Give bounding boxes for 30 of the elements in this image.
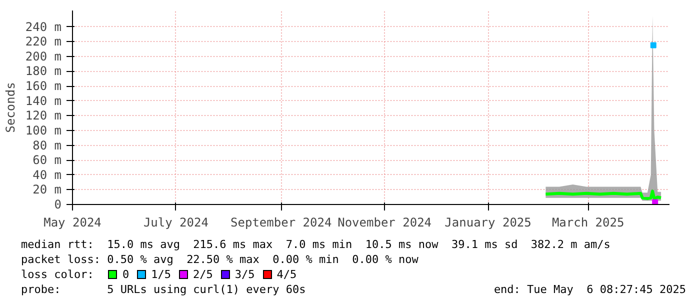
text: probe: 5 URLs using curl(1) every 60s bbox=[21, 282, 306, 297]
y-tick-label: 20 m bbox=[32, 182, 62, 197]
legend-label: 2/5 bbox=[192, 268, 213, 281]
y-tick-label: 220 m bbox=[25, 34, 62, 49]
y-tick-label: 140 m bbox=[25, 94, 62, 108]
y-tick-label: 0 bbox=[54, 198, 62, 212]
y-tick-label: 80 m bbox=[32, 138, 62, 152]
y-tick-label: 60 m bbox=[32, 153, 62, 168]
text: end: Tue May 6 08:27:45 2025 bbox=[494, 282, 686, 297]
x-tick-label: September 2024 bbox=[230, 216, 332, 230]
x-tick-label: May 2024 bbox=[44, 216, 102, 230]
y-tick-label: 240 m bbox=[25, 20, 62, 34]
y-tick-label: 160 m bbox=[25, 79, 62, 94]
y-tick-label: 120 m bbox=[25, 108, 62, 123]
y-tick-label: 100 m bbox=[25, 123, 62, 138]
legend-label: 4/5 bbox=[276, 268, 297, 281]
legend-label: 1/5 bbox=[151, 268, 171, 281]
x-tick-label: January 2025 bbox=[444, 216, 532, 230]
legend-label: 0 bbox=[122, 268, 130, 281]
x-tick-label: November 2024 bbox=[338, 216, 432, 230]
text: packet loss: 0.50 % avg 22.50 % max 0.00 % min 0.00 % now bbox=[21, 252, 420, 267]
y-tick-label: 40 m bbox=[32, 168, 62, 182]
y-tick-label: 180 m bbox=[25, 64, 62, 78]
y-axis-title: Seconds bbox=[3, 82, 18, 133]
legend-title: loss color: bbox=[21, 268, 94, 281]
x-tick-label: March 2025 bbox=[552, 216, 624, 230]
x-tick-label: July 2024 bbox=[143, 216, 208, 230]
legend-label: 3/5 bbox=[234, 268, 255, 281]
text: median rtt: 15.0 ms avg 215.6 ms max 7.0 ms min 10.5 ms now 39.1 ms sd 382.2 m am/s bbox=[21, 237, 612, 252]
y-tick-label: 200 m bbox=[25, 49, 62, 64]
